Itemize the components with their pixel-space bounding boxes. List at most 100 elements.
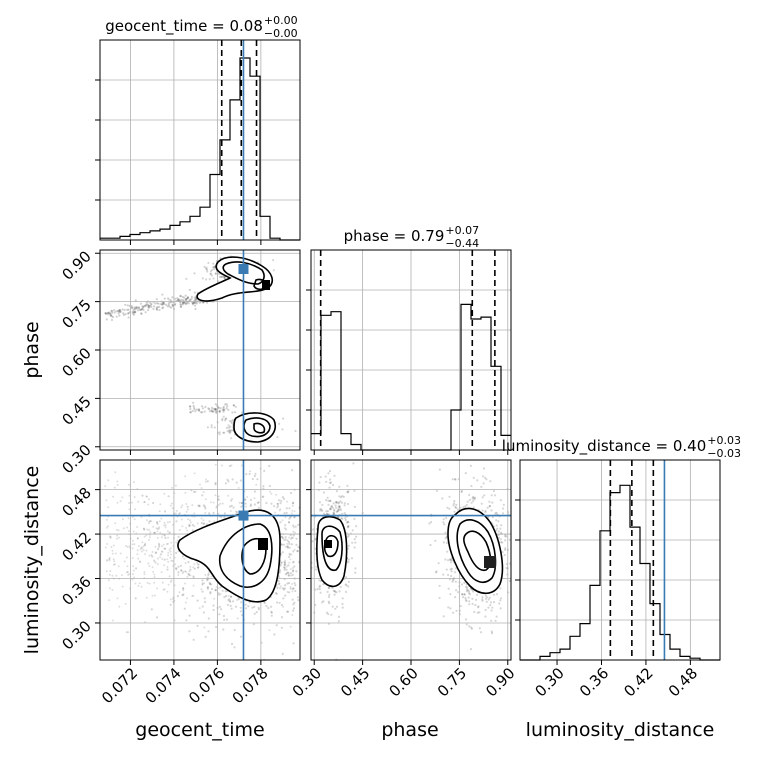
scatter-point	[253, 503, 256, 506]
scatter-point	[346, 484, 349, 487]
frames-layer	[95, 39, 721, 665]
scatter-phase-geocent-lower-tail	[189, 401, 237, 415]
scatter-point	[186, 296, 190, 299]
scatter-point	[126, 308, 129, 311]
scatter-point	[185, 571, 188, 573]
scatter-point	[125, 556, 128, 559]
scatter-point	[294, 429, 297, 433]
scatter-point	[329, 508, 332, 511]
scatter-point	[346, 502, 349, 506]
scatter-point	[156, 521, 159, 524]
scatter-point	[279, 564, 282, 567]
scatter-point	[177, 298, 180, 302]
scatter-point	[181, 302, 184, 305]
scatter-point	[466, 589, 470, 592]
scatter-point	[105, 318, 108, 321]
scatter-point	[131, 306, 134, 309]
scatter-point	[148, 522, 151, 525]
scatter-point	[167, 560, 170, 563]
scatter-point	[239, 635, 243, 638]
scatter-point	[480, 502, 483, 505]
scatter-point	[202, 611, 205, 614]
scatter-point	[220, 608, 223, 611]
scatter-point	[333, 589, 336, 593]
scatter-point	[334, 504, 337, 507]
scatter-point	[106, 559, 109, 562]
scatter-point	[167, 551, 170, 554]
scatter-point	[111, 549, 114, 552]
scatter-point	[443, 523, 446, 526]
scatter-point	[319, 591, 322, 594]
scatter-point	[119, 310, 122, 313]
scatter-point	[341, 602, 344, 606]
scatter-point	[254, 472, 257, 475]
scatter-point	[347, 490, 350, 493]
scatter-point	[472, 496, 475, 500]
scatter-point	[194, 410, 197, 413]
scatter-point	[446, 550, 449, 553]
scatter-point	[338, 505, 341, 508]
scatter-point	[117, 529, 120, 532]
scatter-point	[231, 600, 235, 603]
scatter-point	[481, 598, 484, 601]
scatter-point	[158, 526, 161, 529]
scatter-point	[226, 405, 229, 408]
scatter-point	[340, 501, 343, 504]
scatter-point	[283, 511, 286, 515]
scatter-point	[284, 573, 287, 576]
scatter-point	[143, 501, 146, 504]
scatter-point	[284, 536, 287, 539]
scatter-point	[185, 297, 188, 301]
scatter-point	[108, 573, 111, 576]
scatter-point	[154, 302, 157, 305]
scatter-point	[215, 625, 218, 629]
scatter-point	[482, 482, 485, 485]
scatter-point	[168, 548, 171, 551]
scatter-point	[286, 610, 289, 613]
scatter-point	[326, 590, 329, 594]
scatter-point	[282, 417, 285, 420]
scatter-point	[325, 513, 328, 516]
scatter-point	[282, 497, 286, 500]
scatter-point	[257, 608, 260, 611]
scatter-point	[200, 487, 203, 490]
scatter-point	[179, 512, 181, 515]
scatter-point	[328, 470, 332, 473]
scatter-point	[237, 598, 240, 601]
scatter-point	[257, 506, 260, 509]
scatter-point	[428, 522, 431, 525]
title-luminosity_distance: luminosity_distance = 0.40 +0.03−0.03	[502, 434, 741, 460]
scatter-point	[274, 511, 277, 514]
scatter-point	[499, 527, 502, 530]
scatter-point	[289, 587, 292, 590]
scatter-point	[196, 624, 199, 628]
scatter-point	[147, 305, 150, 308]
scatter-point	[131, 515, 134, 518]
scatter-point	[281, 536, 284, 539]
scatter-point	[229, 604, 232, 608]
scatter-point	[145, 596, 148, 599]
scatter-point	[154, 552, 157, 555]
scatter-point	[214, 408, 217, 411]
scatter-point	[127, 311, 130, 315]
scatter-point	[202, 504, 205, 507]
scatter-point	[171, 507, 174, 510]
scatter-point	[213, 426, 216, 429]
scatter-point	[163, 510, 167, 513]
title-plus: +0.03	[707, 434, 741, 447]
scatter-point	[286, 582, 289, 585]
scatter-point	[291, 583, 293, 585]
scatter-point	[467, 590, 471, 593]
scatter-point	[135, 306, 138, 309]
scatter-point	[280, 543, 283, 546]
scatter-point	[270, 502, 273, 505]
scatter-point	[292, 526, 295, 529]
scatter-point	[505, 535, 508, 538]
scatter-point	[289, 574, 292, 577]
scatter-point	[193, 301, 197, 305]
scatter-point	[125, 571, 128, 574]
scatter-point	[133, 576, 136, 579]
scatter-point	[221, 417, 224, 421]
scatter-point	[182, 587, 185, 590]
